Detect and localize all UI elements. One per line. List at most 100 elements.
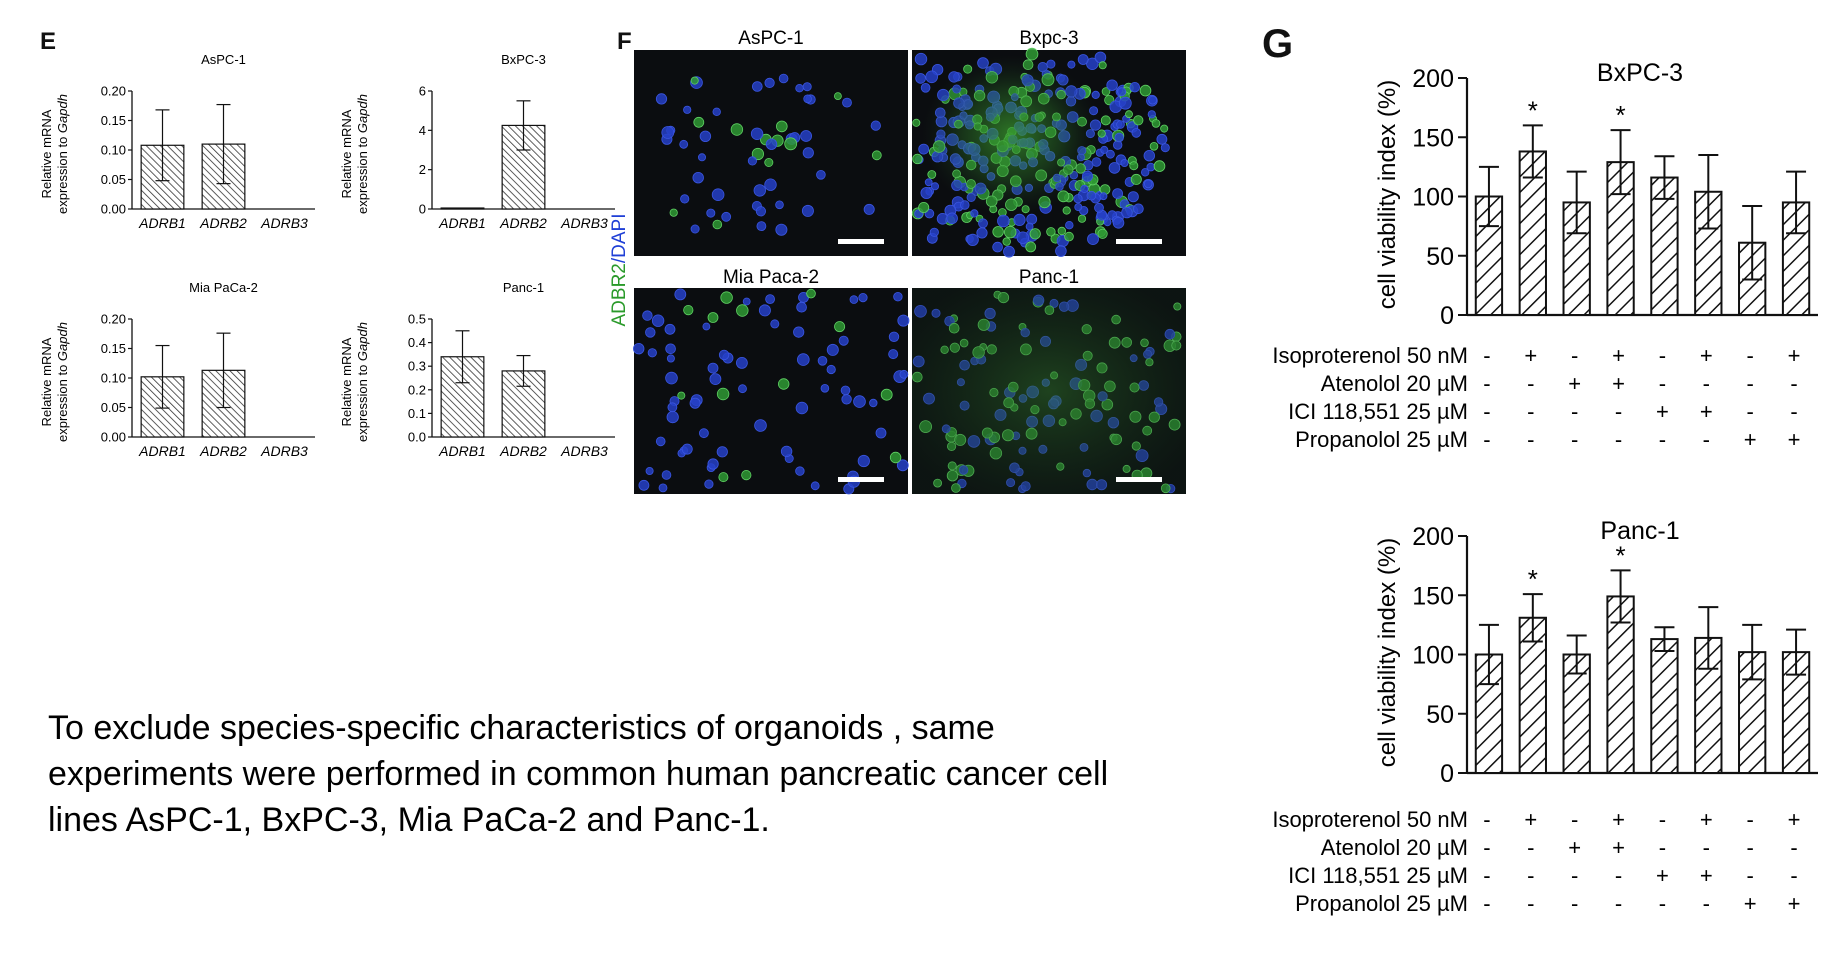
cell: [875, 427, 887, 439]
cell: [645, 327, 656, 338]
cell: [1100, 145, 1109, 154]
cell: [720, 291, 733, 304]
condition-mark: +: [1524, 343, 1537, 368]
bar: [1781, 651, 1811, 775]
condition-mark: -: [1571, 891, 1578, 916]
cell: [863, 203, 875, 215]
cell: [1143, 149, 1156, 162]
x-tick-label: ADRB1: [138, 443, 186, 459]
cell: [665, 343, 676, 355]
condition-mark: -: [1483, 891, 1490, 916]
cell: [716, 446, 728, 458]
condition-mark: +: [1568, 371, 1581, 396]
x-tick-label: ADRB2: [199, 215, 247, 231]
cell: [1133, 115, 1144, 126]
cell: [1125, 110, 1133, 119]
cell: [880, 388, 893, 401]
cell: [690, 76, 699, 85]
cell: [1156, 133, 1168, 145]
micrograph-2: Mia Paca-2: [633, 267, 910, 495]
cell: [764, 178, 777, 191]
cell: [1094, 51, 1107, 64]
y-tick-label: 0.3: [408, 359, 426, 374]
cell: [699, 130, 712, 143]
condition-mark: -: [1703, 371, 1710, 396]
cell-cluster: [655, 73, 882, 236]
cell: [925, 70, 938, 84]
cell: [896, 459, 909, 472]
condition-mark: +: [1568, 835, 1581, 860]
cell: [775, 120, 788, 133]
cell: [707, 458, 719, 470]
cell: [893, 292, 903, 302]
chart-title: BxPC-3: [1597, 59, 1683, 87]
cell: [1140, 168, 1150, 177]
cell: [914, 52, 928, 66]
cell: [764, 157, 774, 167]
condition-mark: +: [1788, 891, 1801, 916]
cell: [841, 394, 852, 405]
chart-e-3: Panc-1 0.0 0.1 0.2 0.3 0.4 0.5 Relative mRNA exp…: [339, 280, 615, 459]
cell: [816, 170, 826, 180]
cell: [709, 373, 722, 386]
cell: [920, 83, 931, 93]
x-tick-label: ADRB3: [560, 443, 608, 459]
condition-mark: -: [1790, 399, 1797, 424]
panel-label-g: G: [1262, 22, 1294, 66]
x-tick-label: ADRB2: [499, 443, 547, 459]
panel-label-e: E: [40, 28, 57, 55]
cell: [1151, 119, 1161, 128]
cell: [677, 391, 686, 400]
y-tick-label: 0.10: [101, 371, 126, 386]
cell: [992, 241, 1003, 253]
condition-mark: -: [1790, 835, 1797, 860]
cell: [802, 82, 812, 92]
cell: [680, 194, 690, 204]
bar: [440, 207, 485, 210]
condition-label: ICI 118,551 25 µM: [1288, 863, 1468, 888]
cell: [840, 385, 851, 396]
condition-mark: -: [1703, 835, 1710, 860]
stain-label-green: ADBR2: [609, 263, 630, 326]
cell: [1131, 128, 1142, 138]
chart-g-1: Panc-1 0 50 100 150 200 cell viability index (…: [1272, 517, 1818, 916]
condition-mark: -: [1527, 863, 1534, 888]
summary-text: To exclude species-specific characterist…: [48, 709, 1109, 839]
cell: [753, 184, 767, 197]
condition-mark: +: [1700, 343, 1713, 368]
scale-bar: [838, 477, 884, 482]
cell: [698, 153, 707, 162]
bar: [1738, 651, 1767, 775]
cell: [1097, 228, 1108, 239]
green-signal: [912, 288, 1186, 494]
condition-mark: -: [1483, 807, 1490, 832]
micrograph-title: AsPC-1: [738, 28, 803, 49]
condition-mark: -: [1483, 835, 1490, 860]
cell: [674, 288, 687, 301]
cell: [796, 353, 810, 366]
cell: [718, 349, 730, 361]
cell: [849, 295, 859, 304]
cell: [1094, 202, 1104, 213]
cell: [778, 73, 789, 84]
condition-mark: +: [1612, 835, 1625, 860]
cell: [721, 211, 732, 222]
y-tick-label: 6: [419, 84, 426, 99]
cell: [702, 322, 711, 331]
condition-mark: +: [1524, 807, 1537, 832]
cell: [736, 356, 748, 369]
cell: [1057, 226, 1066, 236]
micrograph-0: AsPC-1: [634, 28, 908, 256]
y-tick-label: 0.0: [408, 430, 426, 445]
y-tick-label: 0.15: [101, 341, 126, 356]
cell: [918, 201, 930, 213]
cell: [681, 443, 693, 455]
condition-label: Atenolol 20 µM: [1321, 371, 1468, 396]
cell: [784, 137, 798, 151]
significance-marker: *: [1616, 100, 1626, 130]
cell: [1013, 213, 1026, 226]
cell: [707, 362, 719, 374]
y-axis-label-line2: expression to Gapdh: [55, 322, 70, 442]
cell: [655, 436, 666, 447]
condition-mark: +: [1656, 399, 1669, 424]
